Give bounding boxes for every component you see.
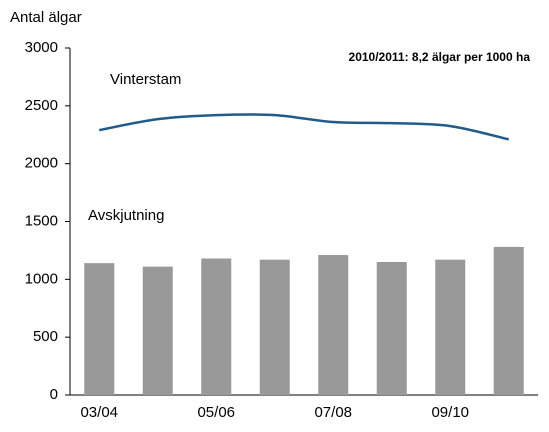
x-tick-label: 09/10 — [431, 404, 469, 421]
y-tick-label: 2000 — [25, 155, 58, 172]
y-tick-label: 2500 — [25, 97, 58, 114]
bar — [259, 259, 290, 395]
bar — [142, 266, 173, 395]
annotation: Vinterstam — [110, 71, 181, 88]
x-tick-label: 03/04 — [80, 404, 118, 421]
bar — [376, 261, 407, 395]
y-axis-label: Antal älgar — [10, 9, 82, 26]
y-tick-label: 3000 — [25, 39, 58, 56]
y-tick-label: 500 — [33, 328, 58, 345]
line — [99, 113, 510, 141]
bar — [84, 263, 115, 395]
y-tick-label: 0 — [50, 386, 58, 403]
bar — [493, 246, 524, 395]
bar — [435, 259, 466, 395]
bar — [318, 255, 349, 395]
x-tick-label: 05/06 — [197, 404, 235, 421]
annotation: 2010/2011: 8,2 älgar per 1000 ha — [349, 50, 531, 64]
y-tick-label: 1000 — [25, 270, 58, 287]
x-tick-label: 07/08 — [314, 404, 352, 421]
bar — [201, 258, 232, 395]
y-tick-label: 1500 — [25, 212, 58, 229]
annotation: Avskjutning — [88, 207, 164, 224]
